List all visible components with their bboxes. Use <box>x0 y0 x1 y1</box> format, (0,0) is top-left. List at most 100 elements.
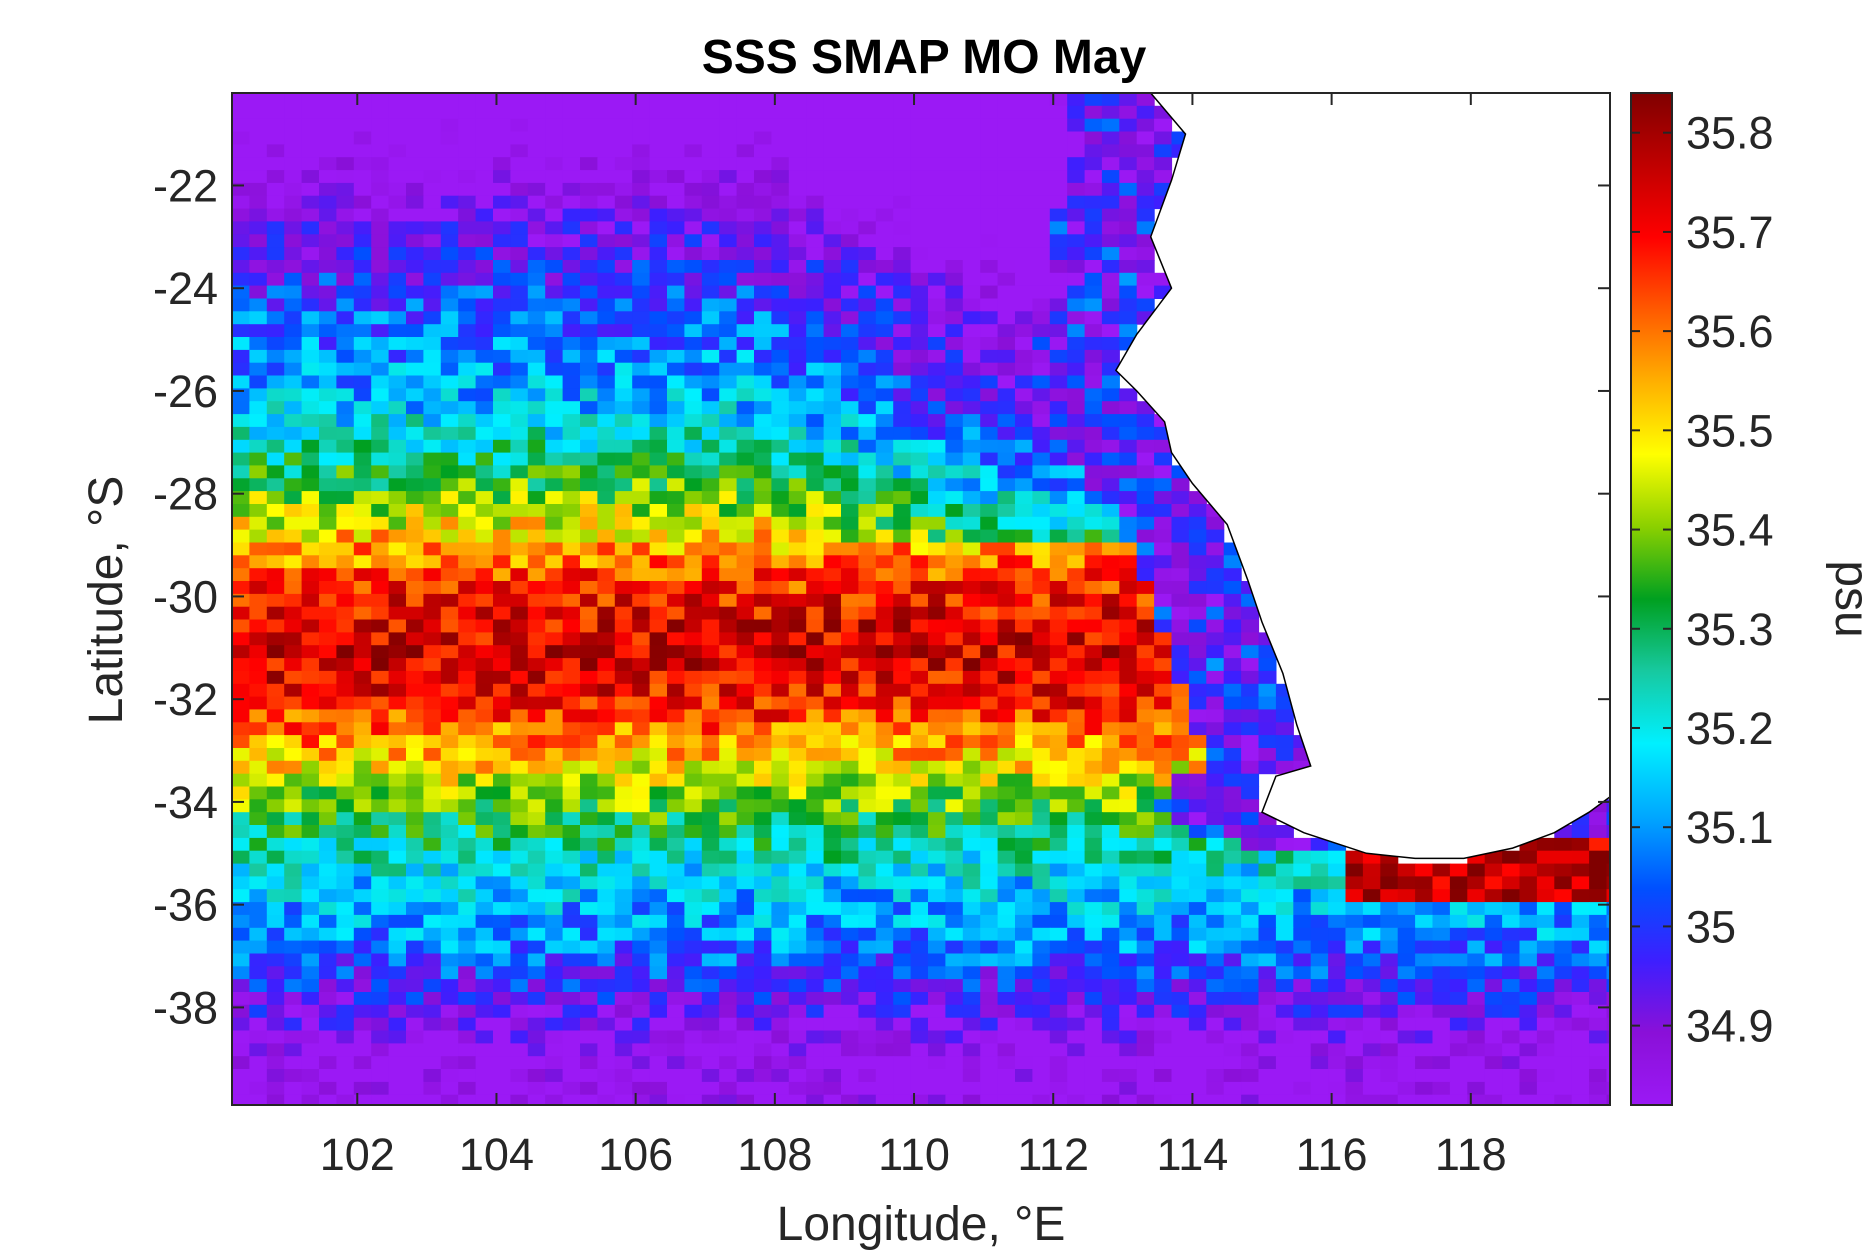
heatmap-cell <box>962 940 981 954</box>
heatmap-cell <box>1049 452 1068 466</box>
heatmap-cell <box>823 182 842 197</box>
heatmap-cell <box>771 478 790 492</box>
heatmap-cell <box>232 966 250 980</box>
heatmap-cell <box>962 1056 981 1070</box>
heatmap-cell <box>597 619 616 633</box>
heatmap-cell <box>928 1094 946 1105</box>
heatmap-cell <box>754 863 772 877</box>
heatmap-cell <box>371 966 390 980</box>
heatmap-cell <box>649 696 668 710</box>
heatmap-cell <box>1032 709 1051 723</box>
heatmap-cell <box>545 581 564 595</box>
heatmap-cell <box>754 1056 772 1070</box>
heatmap-cell <box>319 298 337 312</box>
heatmap-cell <box>1015 748 1033 762</box>
heatmap-cell <box>736 465 755 479</box>
heatmap-cell <box>962 1017 981 1032</box>
heatmap-cell <box>875 1081 894 1096</box>
heatmap-cell <box>893 748 912 762</box>
heatmap-cell <box>266 272 285 287</box>
heatmap-cell <box>1223 606 1242 621</box>
heatmap-cell <box>788 131 807 145</box>
heatmap-cell <box>1554 1043 1573 1057</box>
heatmap-cell <box>1136 696 1155 710</box>
heatmap-cell <box>719 709 738 723</box>
heatmap-cell <box>649 478 668 492</box>
heatmap-cell <box>667 953 685 967</box>
heatmap-cell <box>388 683 407 698</box>
heatmap-cell <box>1101 285 1120 299</box>
heatmap-cell <box>1154 696 1173 710</box>
heatmap-cell <box>754 914 772 929</box>
heatmap-cell <box>266 504 285 518</box>
heatmap-cell <box>336 979 355 993</box>
heatmap-cell <box>980 362 999 377</box>
heatmap-cell <box>284 876 303 890</box>
heatmap-cell <box>353 927 372 942</box>
heatmap-cell <box>284 272 303 287</box>
heatmap-cell <box>1171 902 1190 916</box>
heatmap-cell <box>962 799 981 813</box>
heatmap-cell <box>440 1056 459 1070</box>
heatmap-cell <box>771 645 790 659</box>
heatmap-cell <box>1241 619 1260 633</box>
heatmap-cell <box>754 375 772 389</box>
heatmap-cell <box>841 927 859 942</box>
heatmap-cell <box>301 927 320 942</box>
heatmap-cell <box>875 825 894 839</box>
heatmap-cell <box>962 812 981 826</box>
heatmap-cell <box>371 722 390 736</box>
heatmap-cell <box>336 786 355 800</box>
heatmap-cell <box>841 1056 859 1070</box>
heatmap-cell <box>1275 979 1294 993</box>
heatmap-cell <box>875 799 894 813</box>
heatmap-cell <box>736 118 755 133</box>
heatmap-cell <box>719 1056 738 1070</box>
heatmap-cell <box>1032 414 1051 428</box>
heatmap-cell <box>319 850 337 865</box>
heatmap-cell <box>562 683 581 698</box>
heatmap-cell <box>527 285 546 299</box>
heatmap-cell <box>945 760 964 775</box>
heatmap-cell <box>1328 876 1347 890</box>
heatmap-cell <box>945 581 964 595</box>
heatmap-cell <box>1415 1094 1434 1105</box>
heatmap-cell <box>284 1094 303 1105</box>
heatmap-cell <box>771 914 790 929</box>
heatmap-cell <box>545 362 564 377</box>
heatmap-cell <box>1015 850 1033 865</box>
heatmap-cell <box>510 298 529 312</box>
heatmap-cell <box>353 812 372 826</box>
heatmap-cell <box>1171 876 1190 890</box>
heatmap-cell <box>319 606 337 621</box>
heatmap-cell <box>945 696 964 710</box>
heatmap-cell <box>806 992 825 1006</box>
heatmap-cell <box>910 221 929 235</box>
heatmap-cell <box>597 105 616 120</box>
heatmap-cell <box>701 1030 720 1044</box>
heatmap-cell <box>301 940 320 954</box>
heatmap-cell <box>1223 927 1242 942</box>
heatmap-cell <box>1328 1081 1347 1096</box>
heatmap-cell <box>301 195 320 210</box>
heatmap-cell <box>945 349 964 364</box>
heatmap-cell <box>580 542 598 556</box>
heatmap-cell <box>301 748 320 762</box>
heatmap-cell <box>545 593 564 608</box>
heatmap-cell <box>580 388 598 402</box>
heatmap-cell <box>632 992 651 1006</box>
heatmap-cell <box>493 606 511 621</box>
heatmap-cell <box>562 182 581 197</box>
heatmap-cell <box>336 311 355 325</box>
heatmap-cell <box>388 504 407 518</box>
heatmap-cell <box>336 1081 355 1096</box>
heatmap-cell <box>580 709 598 723</box>
heatmap-cell <box>301 542 320 556</box>
heatmap-cell <box>928 311 946 325</box>
heatmap-cell <box>701 581 720 595</box>
heatmap-cell <box>545 426 564 441</box>
heatmap-cell <box>388 131 407 145</box>
heatmap-cell <box>406 311 424 325</box>
heatmap-cell <box>319 362 337 377</box>
heatmap-cell <box>719 118 738 133</box>
